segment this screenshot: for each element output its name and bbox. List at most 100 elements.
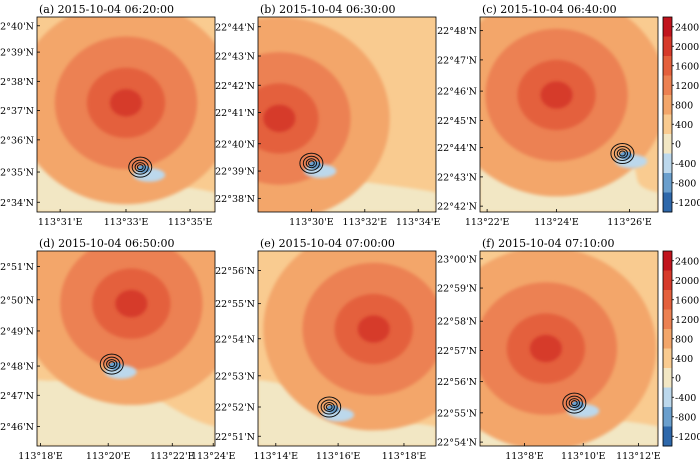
y-tick-label: 22°40'N <box>0 21 34 32</box>
panel-title: (c) 2015-10-04 06:40:00 <box>482 3 617 16</box>
colorbar-segment <box>663 17 672 37</box>
y-tick-label: 22°47'N <box>437 55 477 66</box>
y-tick-label: 22°38'N <box>215 194 255 205</box>
vortex-contour-3 <box>325 404 333 410</box>
colorbar-tick-label: 1600 <box>675 295 699 306</box>
colorbar-tick-label: 800 <box>675 334 693 345</box>
colorbar-tick-label: 800 <box>675 100 693 111</box>
y-tick-label: 22°37'N <box>0 106 34 117</box>
colorbar-tick-label: 2000 <box>675 276 699 287</box>
colorbar-tick-label: 0 <box>675 373 681 384</box>
colorbar-segment <box>663 173 672 193</box>
panel-field <box>258 251 436 446</box>
vortex-contour-1 <box>613 146 631 161</box>
y-tick-label: 22°55'N <box>437 408 477 419</box>
colorbar-segment <box>663 251 672 271</box>
colorbar-segment <box>663 348 672 369</box>
y-tick-label: 22°35'N <box>0 168 34 179</box>
x-tick-label: 113°14'E <box>254 451 299 462</box>
vortex-contour-3 <box>570 400 578 407</box>
x-tick-label: 113°18'E <box>18 451 63 462</box>
y-tick-label: 22°52'N <box>215 403 255 414</box>
colorbar-segment <box>663 329 672 349</box>
y-tick-label: 22°46'N <box>0 422 34 433</box>
vortex-contour-0 <box>99 353 124 375</box>
y-tick-label: 22°39'N <box>0 48 34 59</box>
panel-field <box>37 17 215 212</box>
x-tick-label: 113°10'E <box>561 451 606 462</box>
colorbar-frame <box>662 250 673 447</box>
panel-title: (b) 2015-10-04 06:30:00 <box>260 3 395 16</box>
vortex-contour-2 <box>323 402 335 412</box>
panel-frame <box>257 16 437 213</box>
y-tick-label: 22°43'N <box>215 52 255 63</box>
panel-b: (b) 2015-10-04 06:30:00 22°44'N 22°43'N 22°… <box>215 3 440 228</box>
colorbar-segment <box>663 114 672 135</box>
y-tick-label: 22°58'N <box>437 317 477 328</box>
y-tick-label: 22°42'N <box>437 202 477 213</box>
panels-layer: (a) 2015-10-04 06:20:00 22°40'N 22°39'N 22°… <box>0 3 661 462</box>
colorbar-frame <box>662 16 673 213</box>
colorbar-tick-label: -1200 <box>675 432 700 443</box>
colorbar-tick-label: -800 <box>675 178 696 189</box>
colorbars-layer: 24002000160012008004000-400-800-12002400… <box>662 16 700 447</box>
colorbar-tick-label: 2400 <box>675 22 699 33</box>
y-tick-label: 22°56'N <box>437 377 477 388</box>
colorbar-segment <box>663 36 672 57</box>
vortex-contour-1 <box>565 395 583 411</box>
colorbar-tick-label: -400 <box>675 393 696 404</box>
colorbar-tick-label: 400 <box>675 354 693 365</box>
vortex-contour-3 <box>308 160 315 167</box>
y-tick-label: 22°55'N <box>215 299 255 310</box>
colorbar-segment <box>663 407 672 427</box>
x-tick-label: 113°22'E <box>150 451 195 462</box>
y-tick-label: 22°41'N <box>215 108 255 119</box>
colorbar-segment <box>663 309 672 330</box>
x-tick-label: 113°18'E <box>382 451 427 462</box>
x-tick-label: 113°26'E <box>607 217 652 228</box>
y-tick-label: 22°42'N <box>215 81 255 92</box>
high-ring-3 <box>357 315 390 343</box>
colorbar-2: 2400 2000 1600 1200 800 400 0 -400 -800 -1200 <box>662 250 700 447</box>
y-tick-label: 22°53'N <box>215 371 255 382</box>
panel-frame <box>479 16 659 213</box>
vortex-contour-1 <box>320 399 338 415</box>
y-tick-label: 22°48'N <box>437 26 477 37</box>
x-tick-label: 113°24'E <box>191 451 236 462</box>
colorbar-tick-label: 400 <box>675 120 693 131</box>
colorbar-segment <box>663 426 672 447</box>
vortex-contour-2 <box>305 158 318 169</box>
panel-a: (a) 2015-10-04 06:20:00 22°40'N 22°39'N 22°… <box>0 3 216 228</box>
colorbar-tick-label: 1200 <box>675 315 699 326</box>
colorbar-1: 2400 2000 1600 1200 800 400 0 -400 -800 -1200 <box>662 16 700 213</box>
colorbar-segment <box>663 153 672 174</box>
vortex-contour-0 <box>562 392 587 414</box>
panel-title: (d) 2015-10-04 06:50:00 <box>39 237 174 250</box>
y-tick-label: 22°50'N <box>0 295 34 306</box>
colorbar-segment <box>663 368 672 388</box>
high-ring-3 <box>109 89 143 117</box>
vortex-contour-1 <box>302 155 320 171</box>
vortex-contour-2 <box>616 148 629 159</box>
panel-c: (c) 2015-10-04 06:40:00 22°48'N 22°47'N 22°… <box>437 3 659 228</box>
colorbar-tick-label: 0 <box>675 139 681 150</box>
y-tick-label: 22°39'N <box>215 167 255 178</box>
high-ring-3 <box>540 81 573 109</box>
vortex-contour-1 <box>131 159 149 175</box>
panel-d: (d) 2015-10-04 06:50:00 22°51'N 22°50'N 22°… <box>0 237 236 462</box>
panel-title: (f) 2015-10-04 07:10:00 <box>482 237 614 250</box>
panel-title: (a) 2015-10-04 06:20:00 <box>39 3 174 16</box>
vortex-contour-2 <box>134 162 146 173</box>
y-tick-label: 22°45'N <box>437 116 477 127</box>
y-tick-label: 22°48'N <box>0 362 34 373</box>
y-tick-label: 22°34'N <box>0 198 34 209</box>
high-ring-3 <box>529 334 562 363</box>
y-tick-label: 22°40'N <box>215 139 255 150</box>
vortex-contour-3 <box>136 164 144 171</box>
y-tick-label: 22°54'N <box>437 438 477 449</box>
y-tick-label: 22°47'N <box>0 391 34 402</box>
x-tick-label: 113°35'E <box>168 217 213 228</box>
colorbar-tick-label: -1200 <box>675 198 700 209</box>
colorbar-segment <box>663 56 672 76</box>
colorbar-segment <box>663 290 672 310</box>
